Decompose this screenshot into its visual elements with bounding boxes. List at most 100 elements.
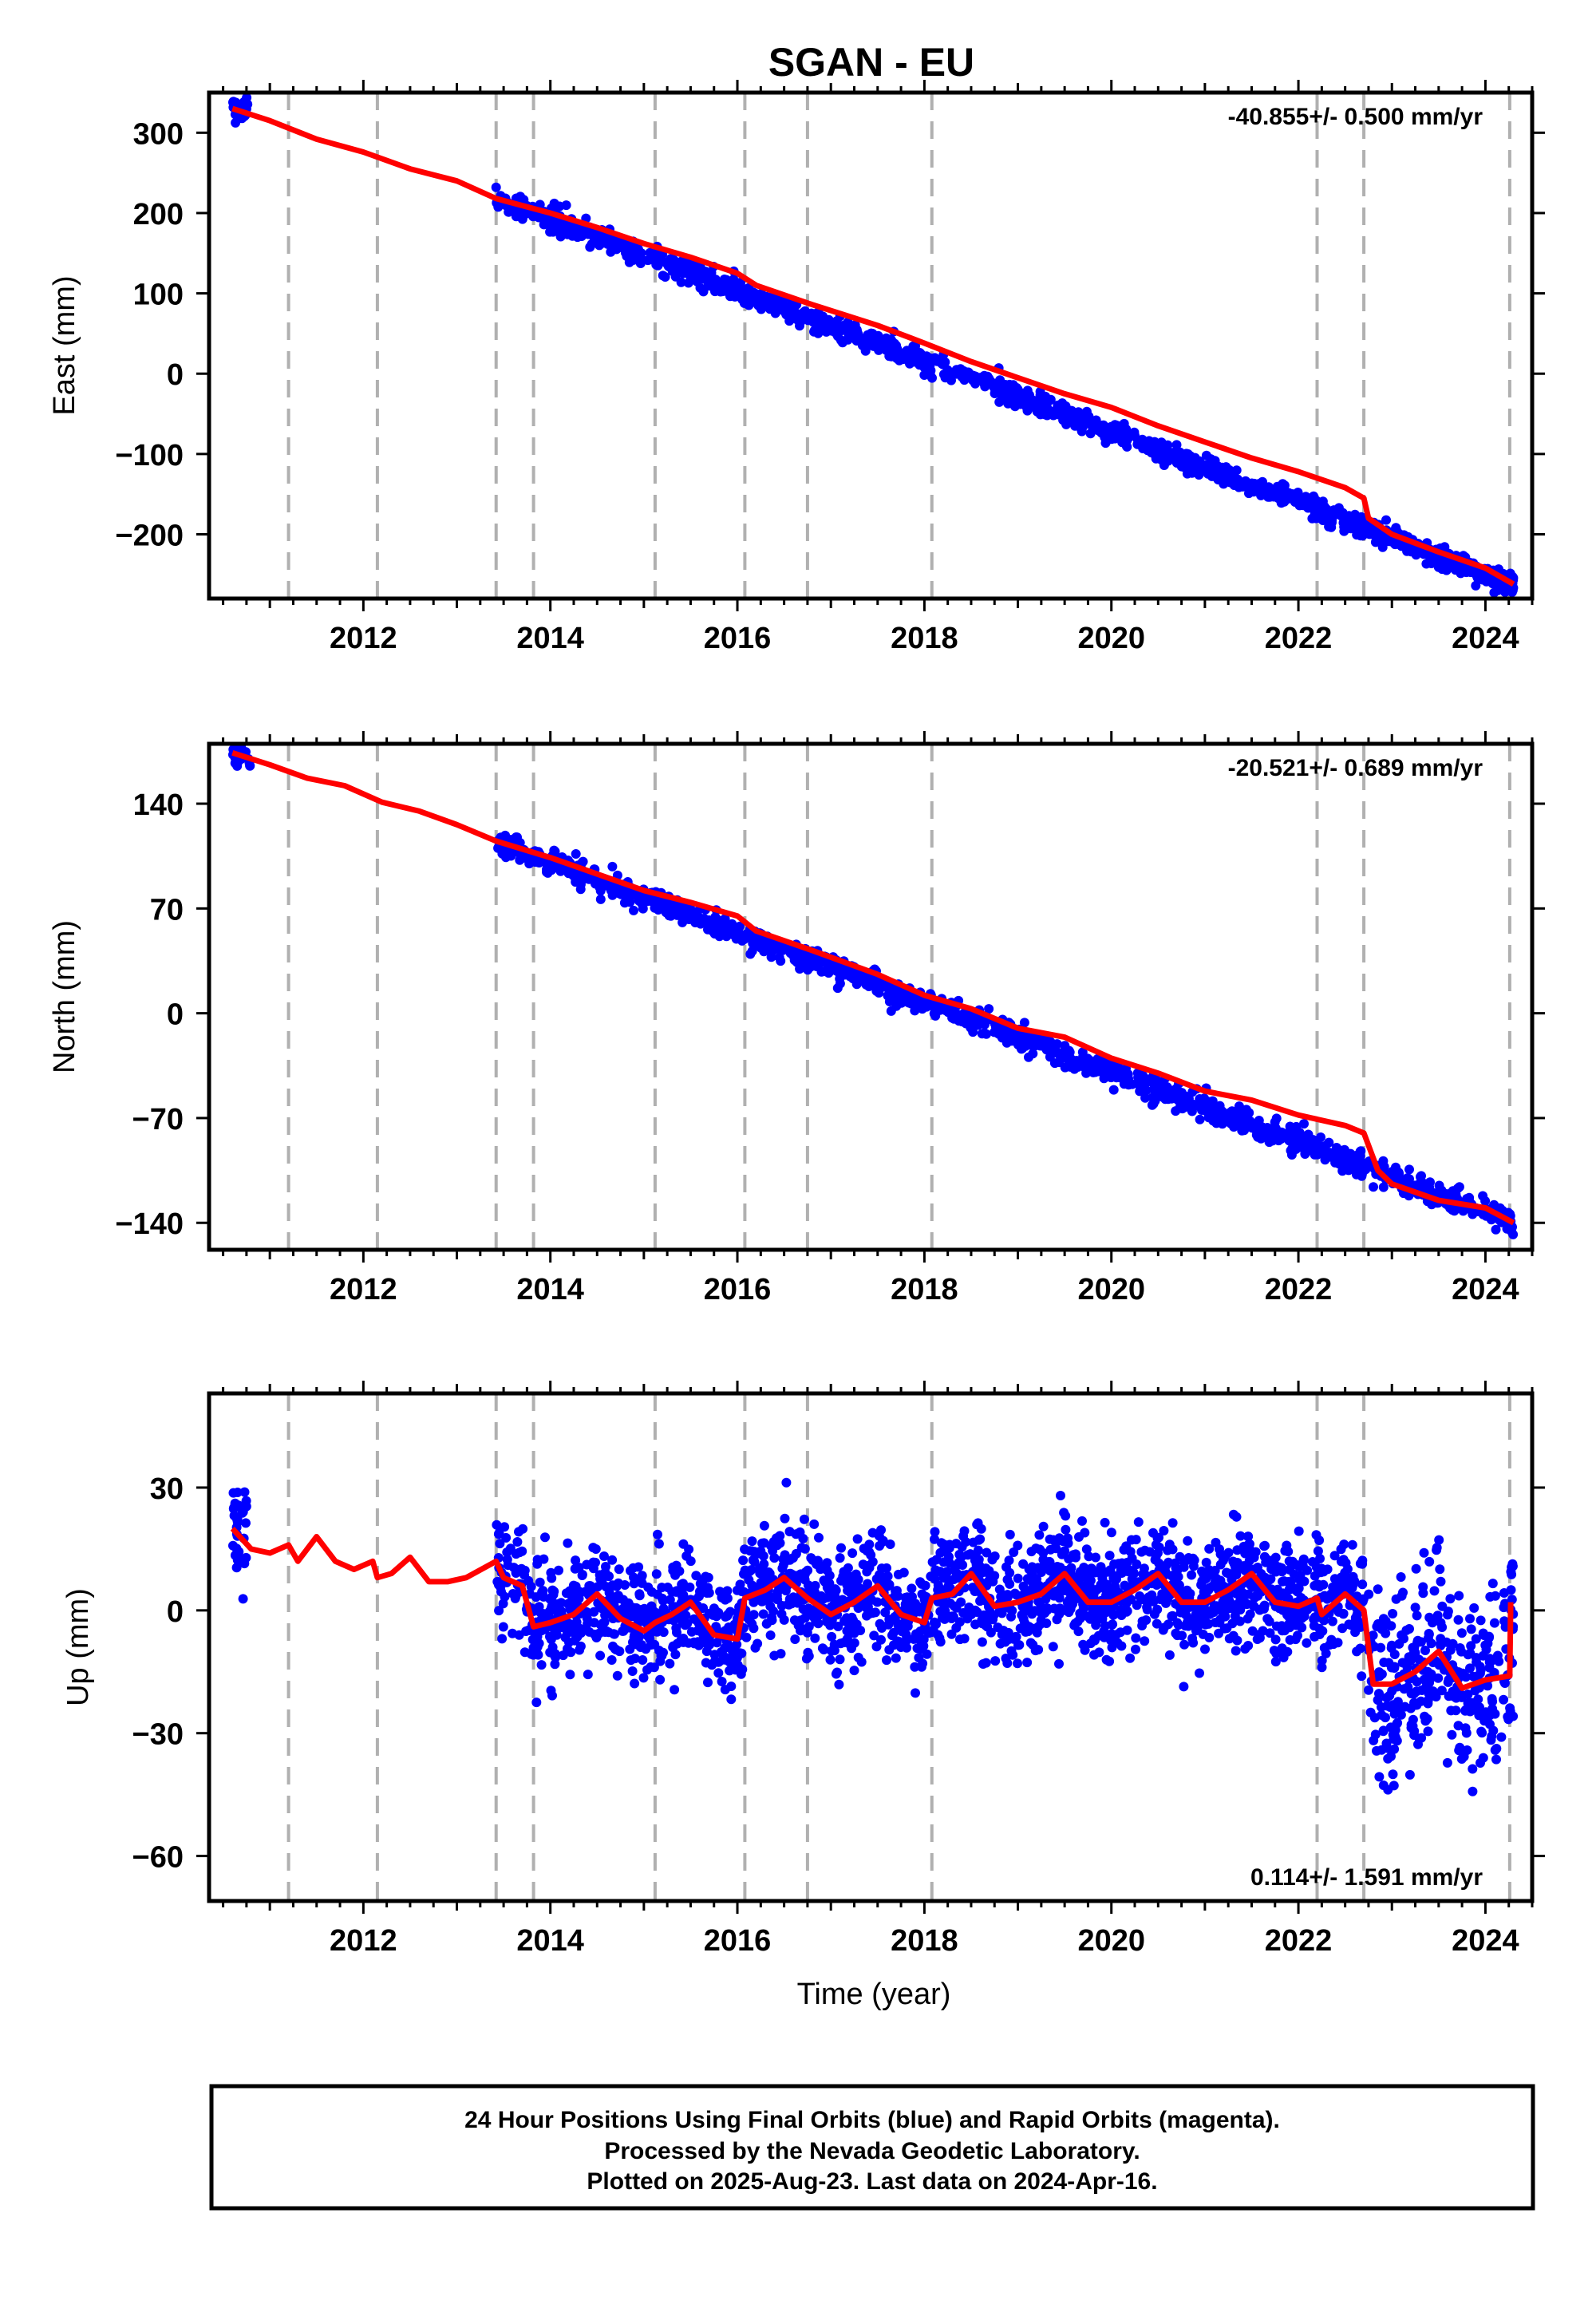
data-point <box>942 369 953 379</box>
model-fit-line <box>231 105 1515 587</box>
data-point <box>935 1637 946 1647</box>
data-point <box>873 330 883 341</box>
data-point <box>1287 1144 1298 1153</box>
data-point <box>835 1553 845 1563</box>
data-point <box>1259 1600 1270 1611</box>
data-point <box>1060 1546 1070 1556</box>
data-point <box>772 1587 783 1598</box>
data-point <box>1179 1682 1189 1692</box>
data-point <box>577 1625 587 1635</box>
data-point <box>711 1622 721 1632</box>
data-point <box>713 1607 724 1618</box>
data-point <box>717 1677 727 1686</box>
data-point <box>988 1614 998 1625</box>
x-tick-label: 2018 <box>891 622 958 655</box>
data-point <box>1159 1526 1169 1535</box>
data-point <box>1031 1038 1041 1048</box>
data-point <box>749 1623 759 1634</box>
data-point <box>491 182 501 192</box>
data-point <box>1152 1618 1162 1629</box>
data-point <box>567 1586 577 1596</box>
data-point <box>612 1670 622 1681</box>
data-point <box>1402 546 1412 556</box>
data-point <box>514 1527 523 1537</box>
data-point <box>1013 1540 1023 1551</box>
data-point <box>1120 1071 1130 1081</box>
data-point <box>735 921 745 931</box>
data-point <box>748 287 758 298</box>
data-point <box>1141 438 1152 449</box>
data-point <box>506 851 516 861</box>
data-point <box>746 1565 757 1575</box>
data-point <box>1151 1551 1161 1562</box>
data-point <box>545 227 555 237</box>
up-panel: 2012 2014 2016 2018 2020 2022 2024−60−30030Up … <box>61 1381 1545 1958</box>
data-point <box>1285 1121 1295 1132</box>
data-point <box>721 1626 730 1636</box>
data-point <box>922 366 932 377</box>
data-point <box>1059 1508 1069 1518</box>
data-point <box>933 1003 943 1014</box>
data-point <box>1394 1168 1404 1179</box>
data-point <box>756 304 766 314</box>
data-point <box>1153 1082 1163 1093</box>
data-point <box>1361 1164 1371 1175</box>
data-point <box>1132 1068 1143 1078</box>
data-point <box>766 952 776 962</box>
x-tick-label: 2012 <box>330 622 397 655</box>
data-point <box>799 1514 809 1524</box>
data-point <box>977 1637 987 1647</box>
data-point <box>796 317 806 327</box>
data-point <box>1179 1639 1190 1650</box>
data-point <box>994 1024 1005 1034</box>
data-point <box>1048 1642 1058 1652</box>
model-fit-line <box>231 749 1515 1226</box>
data-point <box>902 346 912 356</box>
data-point <box>1022 1574 1033 1584</box>
data-point <box>712 1638 722 1648</box>
data-point <box>756 1546 766 1556</box>
data-point <box>1094 1647 1104 1658</box>
data-point <box>650 903 660 913</box>
data-point <box>1092 1611 1102 1621</box>
data-point <box>737 931 748 941</box>
data-point <box>536 1660 547 1670</box>
data-point <box>1187 1570 1197 1580</box>
data-point <box>1100 1069 1111 1080</box>
data-point <box>1419 548 1429 559</box>
y-axis-label: East (mm) <box>48 275 81 415</box>
data-point <box>1006 1646 1017 1656</box>
data-point <box>1166 448 1176 458</box>
data-point <box>571 849 581 859</box>
data-point <box>1313 1546 1323 1556</box>
data-point <box>1001 1562 1011 1572</box>
data-point <box>242 93 252 103</box>
data-point <box>911 1688 920 1698</box>
data-point <box>1425 1177 1435 1188</box>
data-point <box>1258 476 1267 487</box>
data-point <box>1188 1553 1198 1563</box>
data-point <box>836 1575 846 1586</box>
data-point <box>943 1007 954 1018</box>
data-point <box>1041 1045 1052 1055</box>
data-point <box>917 1004 927 1014</box>
data-point <box>1045 396 1054 405</box>
data-point <box>1317 512 1328 523</box>
data-point <box>926 998 936 1009</box>
data-point <box>997 1608 1007 1618</box>
data-point <box>539 1554 549 1564</box>
data-point <box>1074 1531 1084 1542</box>
data-point <box>678 1539 689 1549</box>
data-point <box>1075 1608 1085 1618</box>
data-point <box>1352 1162 1362 1172</box>
data-point <box>1001 393 1012 404</box>
data-point <box>614 1646 625 1657</box>
data-point <box>1164 1650 1175 1660</box>
data-point <box>595 1650 606 1661</box>
data-point <box>1489 587 1499 598</box>
y-tick-label: 0 <box>167 358 184 392</box>
data-point <box>1381 515 1391 525</box>
data-point <box>634 1631 645 1642</box>
data-point <box>1276 1134 1286 1144</box>
